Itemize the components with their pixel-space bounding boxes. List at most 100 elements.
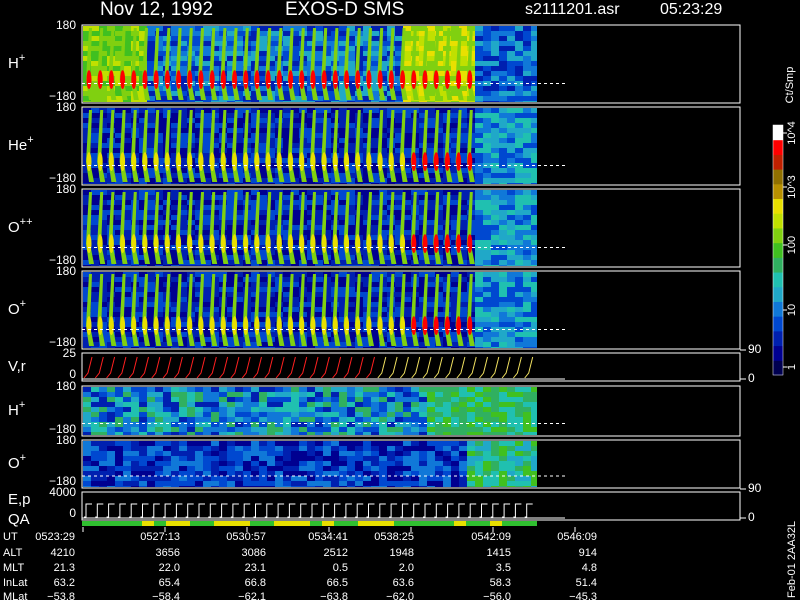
spectrogram-cell [235, 432, 243, 435]
spectrogram-cell [251, 108, 259, 113]
spectrogram-cell [531, 173, 537, 178]
spectrogram-cell [515, 220, 523, 225]
spectrogram-cell [379, 297, 387, 302]
spectrogram-cell [283, 432, 291, 435]
spectrogram-cell [123, 347, 131, 348]
spectrogram-cell [499, 118, 507, 123]
spectrogram-cell [419, 128, 427, 133]
spectrogram-cell [371, 486, 379, 487]
spectrogram-cell [171, 322, 179, 327]
spectrogram-cell [179, 255, 187, 260]
spectrogram-cell [307, 108, 315, 113]
spectrogram-cell [147, 183, 155, 184]
spectrogram-cell [531, 255, 537, 260]
spin-core [131, 70, 137, 89]
spectrogram-cell [139, 471, 147, 476]
spectrogram-cell [331, 101, 339, 102]
spectrogram-cell [451, 128, 459, 133]
spectrogram-cell [139, 178, 147, 183]
spectrogram-cell [291, 387, 299, 392]
spectrogram-cell [323, 387, 331, 392]
spectrogram-cell [323, 163, 331, 168]
spectrogram-cell [499, 108, 507, 113]
spectrogram-cell [499, 412, 507, 417]
spectrogram-cell [171, 422, 179, 427]
spectrogram-cell [403, 158, 411, 163]
spectrogram-cell [179, 322, 187, 327]
spectrogram-cell [179, 225, 187, 230]
spectrogram-cell [227, 46, 235, 51]
spectrogram-cell [291, 128, 299, 133]
spectrogram-cell [235, 461, 243, 466]
spectrogram-cell [227, 200, 235, 205]
spectrogram-cell [115, 446, 123, 451]
spectrogram-cell [83, 397, 91, 402]
spectrogram-cell [451, 265, 459, 266]
spectrogram-cell [299, 387, 307, 392]
spectrogram-cell [115, 26, 123, 31]
spectrogram-cell [523, 220, 531, 225]
spectrogram-cell [211, 205, 219, 210]
spectrogram-cell [531, 342, 537, 347]
spectrogram-cell [171, 347, 179, 348]
spectrogram-cell [291, 392, 299, 397]
spectrogram-cell [475, 287, 483, 292]
spectrogram-cell [147, 225, 155, 230]
spectrogram-cell [531, 178, 537, 183]
spectrogram-cell [171, 108, 179, 113]
spectrogram-cell [211, 481, 219, 486]
spectrogram-cell [371, 205, 379, 210]
spectrogram-cell [347, 36, 355, 41]
spectrogram-cell [459, 41, 467, 46]
spectrogram-cell [531, 332, 537, 337]
spectrogram-cell [435, 347, 443, 348]
spectrogram-cell [195, 407, 203, 412]
spectrogram-cell [307, 46, 315, 51]
spectrogram-cell [99, 56, 107, 61]
spectrogram-cell [91, 302, 99, 307]
spectrogram-cell [523, 31, 531, 36]
spectrogram-cell [331, 347, 339, 348]
spectrogram-cell [371, 432, 379, 435]
spectrogram-cell [531, 76, 537, 81]
spectrogram-cell [211, 427, 219, 432]
spectrogram-cell [259, 260, 267, 265]
spectrogram-cell [323, 46, 331, 51]
instrument: EXOS-D SMS [285, 0, 404, 20]
spectrogram-cell [195, 183, 203, 184]
spectrogram-cell [219, 108, 227, 113]
spectrogram-cell [403, 220, 411, 225]
spectrogram-cell [403, 76, 411, 81]
spectrogram-cell [475, 113, 483, 118]
spectrogram-cell [339, 113, 347, 118]
spectrogram-cell [275, 31, 283, 36]
spectrogram-cell [531, 91, 537, 96]
spectrogram-cell [531, 432, 537, 435]
spectrogram-cell [491, 427, 499, 432]
spectrogram-cell [115, 46, 123, 51]
spectrogram-cell [179, 56, 187, 61]
spectrogram-cell [211, 220, 219, 225]
spin-core [411, 152, 417, 171]
spectrogram-cell [115, 332, 123, 337]
spectrogram-cell [83, 31, 91, 36]
spectrogram-cell [435, 153, 443, 158]
spectrogram-cell [331, 265, 339, 266]
spectrogram-cell [195, 282, 203, 287]
spectrogram-cell [267, 220, 275, 225]
spectrogram-cell [259, 108, 267, 113]
spectrogram-cell [507, 282, 515, 287]
spectrogram-cell [115, 427, 123, 432]
spin-core [220, 70, 226, 89]
spectrogram-cell [131, 407, 139, 412]
spectrogram-cell [227, 138, 235, 143]
spectrogram-cell [155, 168, 163, 173]
spectrogram-cell [395, 108, 403, 113]
file-name: s2111201.asr [525, 1, 620, 18]
spectrogram-cell [475, 427, 483, 432]
spectrogram-cell [195, 277, 203, 282]
spectrogram-cell [515, 235, 523, 240]
spectrogram-cell [419, 302, 427, 307]
spectrogram-cell [227, 461, 235, 466]
spectrogram-cell [187, 456, 195, 461]
